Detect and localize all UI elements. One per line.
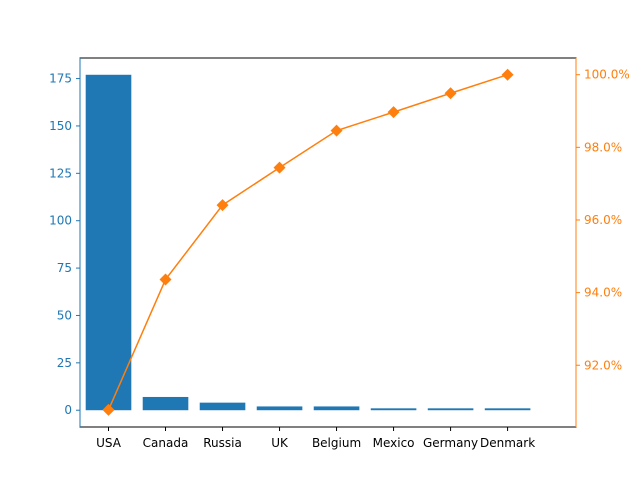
y-left-tick-label: 150 — [49, 119, 72, 133]
y-left-tick-label: 175 — [49, 72, 72, 86]
y-left-tick-label: 75 — [57, 261, 72, 275]
cumulative-point-denmark — [501, 68, 514, 81]
bar-russia — [199, 402, 246, 411]
x-tick-label: Germany — [423, 436, 478, 450]
x-tick-label: USA — [96, 436, 122, 450]
y-axis-left: 0 25 50 75 100 125 150 175 — [49, 58, 81, 427]
y-left-tick-label: 50 — [57, 308, 72, 322]
y-axis-right: 92.0% 94.0% 96.0% 98.0% 100.0% — [575, 58, 630, 427]
plot-frame — [79, 57, 577, 428]
bar-belgium — [313, 406, 360, 411]
bar-canada — [142, 396, 189, 411]
x-tick-label: Denmark — [480, 436, 535, 450]
bar-germany — [427, 408, 474, 411]
x-tick-label: Canada — [143, 436, 189, 450]
cumulative-point-mexico — [387, 106, 400, 119]
cumulative-point-uk — [273, 161, 286, 174]
y-left-tick-label: 25 — [57, 356, 72, 370]
y-left-tick-label: 0 — [64, 403, 72, 417]
cumulative-line-series — [102, 68, 514, 416]
bar-uk — [256, 406, 303, 411]
y-right-tick-label: 98.0% — [584, 140, 622, 154]
y-left-tick-label: 100 — [49, 214, 72, 228]
x-tick-label: Russia — [203, 436, 242, 450]
y-right-tick-label: 92.0% — [584, 358, 622, 372]
x-tick-label: Belgium — [312, 436, 361, 450]
y-right-tick-label: 100.0% — [584, 68, 630, 82]
bar-usa — [85, 74, 132, 411]
cumulative-line — [107, 73, 508, 411]
cumulative-point-canada — [159, 273, 172, 286]
y-right-tick-label: 96.0% — [584, 213, 622, 227]
bar-denmark — [484, 408, 531, 411]
cumulative-point-germany — [444, 87, 457, 100]
x-axis: USA Canada Russia UK Belgium Mexico Germany Den… — [96, 427, 535, 450]
x-tick-label: UK — [271, 436, 289, 450]
bar-series — [85, 74, 531, 411]
bar-mexico — [370, 408, 417, 411]
y-left-tick-label: 125 — [49, 166, 72, 180]
y-right-tick-label: 94.0% — [584, 286, 622, 300]
cumulative-point-russia — [216, 199, 229, 212]
cumulative-point-usa — [102, 403, 115, 416]
cumulative-point-belgium — [330, 124, 343, 137]
x-tick-label: Mexico — [373, 436, 415, 450]
